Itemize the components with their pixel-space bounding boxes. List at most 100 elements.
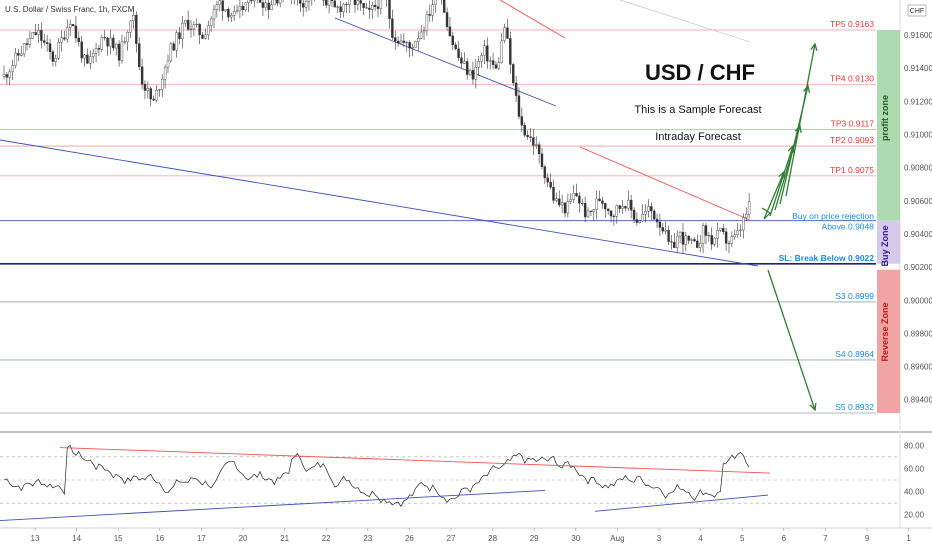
time-tick-label: 3	[657, 534, 662, 543]
price-tick-label: 0.91600	[904, 31, 932, 40]
level-label-s3: S3 0.8999	[835, 291, 874, 301]
candle-body	[578, 195, 581, 204]
candle-body	[589, 210, 593, 212]
candle-body	[43, 40, 46, 43]
candle-body	[304, 0, 308, 8]
candle-body	[483, 45, 486, 56]
candle-body	[379, 0, 383, 9]
oscillator-tick-label: 80.00	[904, 441, 925, 450]
candle-body	[126, 32, 129, 42]
candle-body	[339, 6, 342, 13]
candle-body	[25, 43, 29, 45]
candle-body	[8, 71, 11, 78]
candle-body	[48, 43, 52, 52]
candle-body	[710, 235, 713, 245]
candle-body	[215, 4, 219, 10]
candle-body	[667, 229, 670, 242]
time-tick-label: 17	[197, 534, 206, 543]
candle-body	[232, 11, 236, 16]
candle-body	[704, 225, 708, 236]
candle-body	[250, 0, 253, 2]
candle-body	[57, 42, 60, 59]
candle-body	[535, 144, 538, 146]
candle-body	[195, 23, 198, 25]
candle-body	[161, 78, 164, 90]
candle-body	[408, 42, 411, 49]
currency-badge-box	[907, 4, 927, 17]
candle-body	[71, 24, 75, 27]
projection-arrow-down-head	[809, 402, 817, 412]
buy-note: Buy on price rejection	[792, 211, 874, 221]
candle-body	[66, 27, 69, 40]
candle-body	[678, 231, 682, 237]
candle-body	[336, 6, 339, 8]
oscillator-line	[3, 444, 750, 508]
candle-body	[730, 236, 734, 244]
level-label-sl: SL: Break Below 0.9022	[779, 253, 875, 263]
candle-body	[258, 0, 262, 3]
candle-body	[506, 27, 509, 39]
candle-body	[537, 144, 541, 155]
candle-body	[5, 74, 9, 78]
level-label-buy: Above 0.9048	[822, 222, 875, 232]
candle-body	[198, 23, 201, 36]
time-tick-label: 7	[823, 534, 828, 543]
candle-body	[468, 70, 472, 75]
time-tick-label: 6	[782, 534, 787, 543]
candle-body	[566, 201, 570, 214]
candle-body	[224, 9, 227, 12]
time-tick-label: 30	[571, 534, 580, 543]
candle-body	[526, 135, 529, 137]
candle-body	[28, 38, 32, 45]
level-label-tp2: TP2 0.9093	[830, 135, 874, 145]
candle-body	[34, 32, 37, 35]
time-tick-label: 14	[72, 534, 81, 543]
candle-body	[129, 20, 132, 33]
candle-body	[77, 37, 81, 42]
candle-body	[563, 202, 567, 214]
candle-body	[555, 198, 558, 201]
candle-body	[736, 230, 739, 236]
chart-subtitle-intraday: Intraday Forecast	[655, 131, 741, 143]
candle-body	[601, 200, 604, 204]
candle-body	[14, 52, 17, 66]
candle-body	[365, 7, 368, 9]
candle-body	[22, 43, 26, 55]
candle-body	[722, 228, 725, 232]
candle-body	[650, 206, 653, 212]
level-label-tp3: TP3 0.9117	[831, 118, 875, 128]
candle-body	[307, 0, 311, 2]
candle-body	[391, 18, 394, 38]
candle-body	[471, 70, 475, 80]
price-tick-label: 0.90000	[904, 296, 932, 305]
candle-body	[218, 0, 221, 5]
candle-body	[31, 32, 34, 39]
candle-body	[699, 243, 702, 248]
candle-body	[675, 235, 679, 248]
candle-body	[342, 3, 345, 13]
candle-body	[517, 95, 521, 117]
price-tick-label: 0.90400	[904, 230, 932, 239]
candle-body	[414, 41, 417, 48]
candle-body	[745, 214, 748, 218]
chart-symbol-header: U.S. Dollar / Swiss Franc, 1h, FXCM	[5, 5, 135, 14]
candle-body	[325, 0, 328, 6]
price-tick-label: 0.89800	[904, 329, 932, 338]
candle-body	[497, 62, 501, 69]
chart-title: USD / CHF	[645, 60, 755, 85]
candle-body	[356, 0, 360, 5]
candle-body	[621, 206, 624, 209]
buy-zone-label: Buy Zone	[880, 225, 890, 266]
candle-body	[143, 83, 147, 91]
candle-body	[60, 37, 63, 43]
time-tick-label: 15	[114, 534, 123, 543]
candle-body	[747, 201, 751, 215]
candle-body	[488, 60, 492, 62]
candle-body	[20, 53, 23, 56]
candle-body	[140, 66, 144, 85]
candle-body	[569, 199, 572, 202]
candle-body	[123, 41, 127, 43]
price-tick-label: 0.90800	[904, 164, 932, 173]
